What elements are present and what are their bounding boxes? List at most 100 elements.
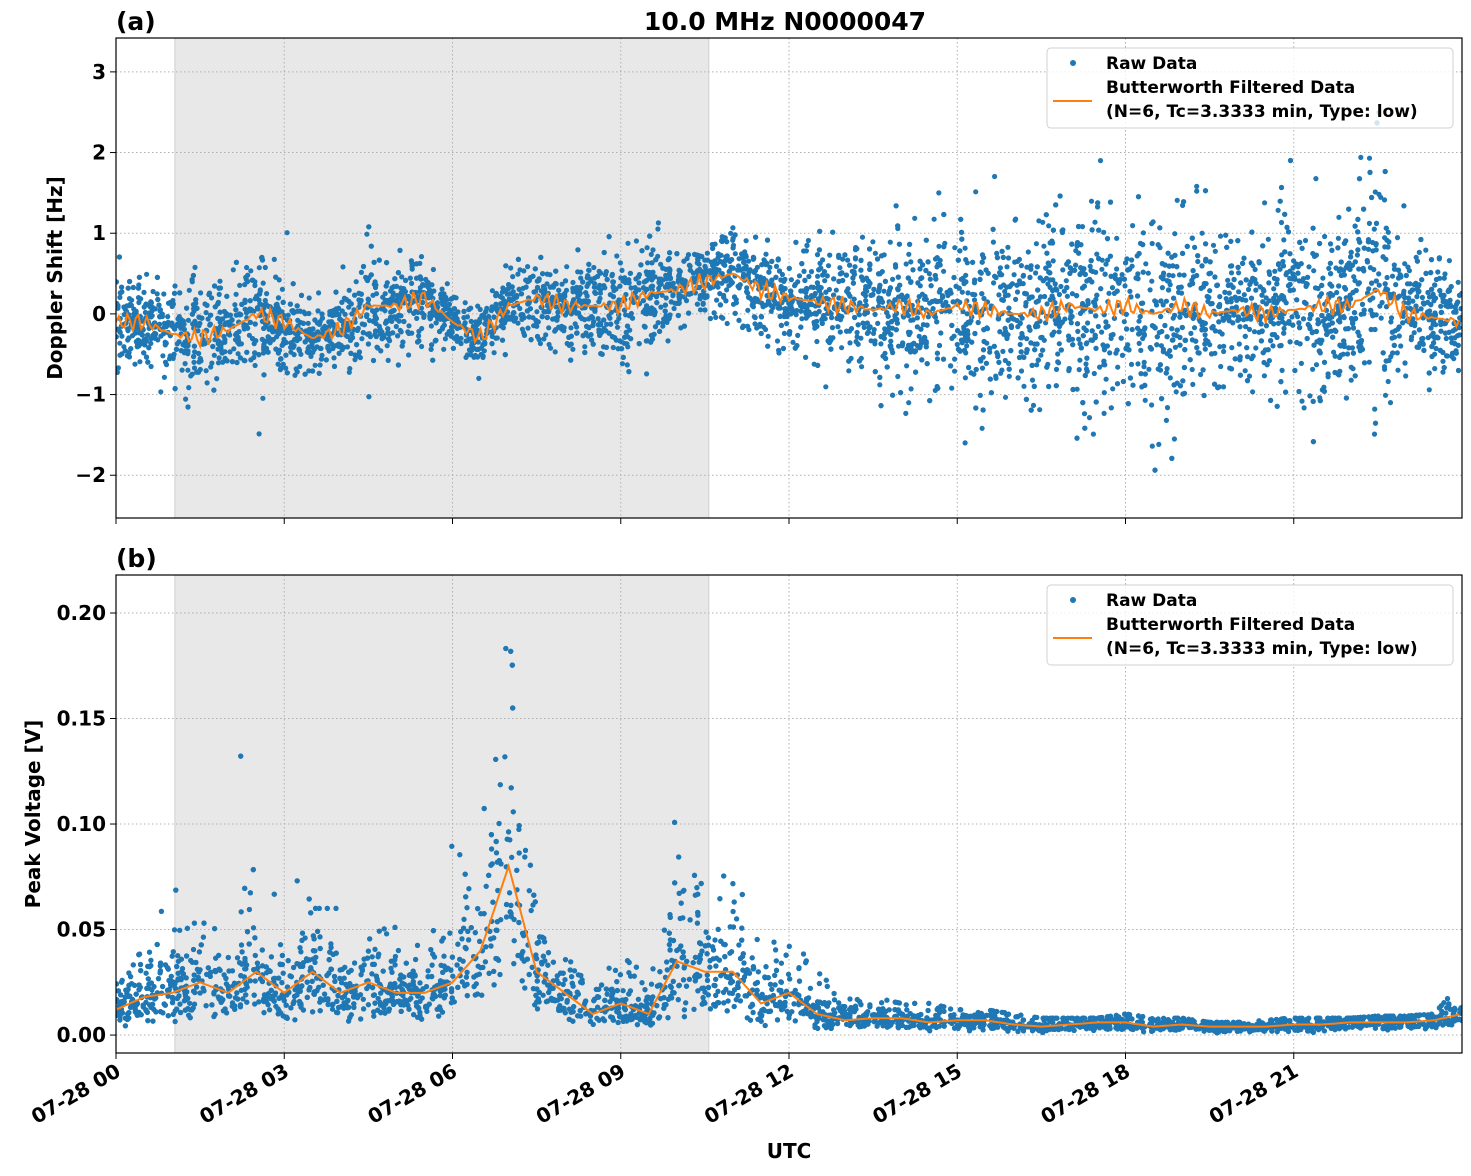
raw-point (463, 300, 468, 305)
raw-point (1451, 310, 1456, 315)
raw-point (905, 293, 910, 298)
raw-point (1114, 236, 1119, 241)
raw-point (1123, 260, 1128, 265)
raw-point (996, 292, 1001, 297)
panel-b-label: (b) (116, 544, 157, 573)
raw-point (198, 290, 203, 295)
raw-point (1314, 362, 1319, 367)
raw-point (582, 350, 587, 355)
raw-point (1236, 289, 1241, 294)
raw-point (713, 315, 718, 320)
raw-point (547, 342, 552, 347)
raw-point (1148, 287, 1153, 292)
raw-point (1194, 189, 1199, 194)
raw-point (1068, 314, 1073, 319)
raw-point (625, 241, 630, 246)
raw-point (569, 334, 574, 339)
raw-point (1151, 219, 1156, 224)
raw-point (196, 351, 201, 356)
raw-point (759, 331, 764, 336)
raw-point (535, 334, 540, 339)
raw-point (1060, 228, 1065, 233)
raw-point (1357, 240, 1362, 245)
raw-point (959, 230, 964, 235)
raw-point (212, 283, 217, 288)
raw-point (1379, 316, 1384, 321)
raw-point (1098, 158, 1103, 163)
raw-point (1078, 265, 1083, 270)
raw-point (1296, 320, 1301, 325)
raw-point (936, 190, 941, 195)
raw-point (186, 385, 191, 390)
raw-point (1303, 238, 1308, 243)
raw-point (1383, 281, 1388, 286)
raw-point (1161, 273, 1166, 278)
raw-point (1172, 436, 1177, 441)
raw-point (909, 386, 914, 391)
raw-point (1092, 220, 1097, 225)
raw-point (1431, 340, 1436, 345)
raw-point (1043, 266, 1048, 271)
raw-point (1294, 311, 1299, 316)
raw-point (437, 329, 442, 334)
raw-point (1322, 389, 1327, 394)
raw-point (359, 336, 364, 341)
raw-point (610, 279, 615, 284)
raw-point (553, 349, 558, 354)
raw-point (366, 224, 371, 229)
raw-point (1382, 367, 1387, 372)
raw-point (820, 321, 825, 326)
raw-point (383, 291, 388, 296)
raw-point (416, 333, 421, 338)
raw-point (1096, 324, 1101, 329)
raw-point (1313, 176, 1318, 181)
raw-point (998, 371, 1003, 376)
raw-point (1171, 296, 1176, 301)
raw-point (1200, 231, 1205, 236)
raw-point (763, 252, 768, 257)
raw-point (1337, 319, 1342, 324)
raw-point (625, 324, 630, 329)
raw-point (1115, 348, 1120, 353)
raw-point (253, 363, 258, 368)
raw-point (285, 230, 290, 235)
raw-point (210, 344, 215, 349)
raw-point (1333, 354, 1338, 359)
raw-point (718, 259, 723, 264)
raw-point (1372, 432, 1377, 437)
raw-point (1056, 360, 1061, 365)
raw-point (1024, 397, 1029, 402)
raw-point (1207, 288, 1212, 293)
raw-point (877, 382, 882, 387)
raw-point (1224, 296, 1229, 301)
raw-point (1090, 227, 1095, 232)
raw-point (1221, 349, 1226, 354)
raw-point (1067, 366, 1072, 371)
raw-point (935, 386, 940, 391)
raw-point (665, 338, 670, 343)
raw-point (1456, 280, 1461, 285)
raw-point (656, 220, 661, 225)
raw-point (881, 289, 886, 294)
raw-point (1110, 386, 1115, 391)
raw-point (1362, 246, 1367, 251)
raw-point (1355, 252, 1360, 257)
raw-point (1099, 330, 1104, 335)
raw-point (830, 325, 835, 330)
raw-point (276, 362, 281, 367)
raw-point (198, 356, 203, 361)
raw-point (1383, 257, 1388, 262)
raw-point (1306, 264, 1311, 269)
raw-point (1360, 267, 1365, 272)
raw-point (624, 330, 629, 335)
raw-point (445, 281, 450, 286)
raw-point (1000, 349, 1005, 354)
raw-point (372, 260, 377, 265)
raw-point (941, 357, 946, 362)
raw-point (419, 326, 424, 331)
raw-point (157, 314, 162, 319)
raw-point (352, 357, 357, 362)
raw-point (1262, 200, 1267, 205)
raw-point (586, 299, 591, 304)
